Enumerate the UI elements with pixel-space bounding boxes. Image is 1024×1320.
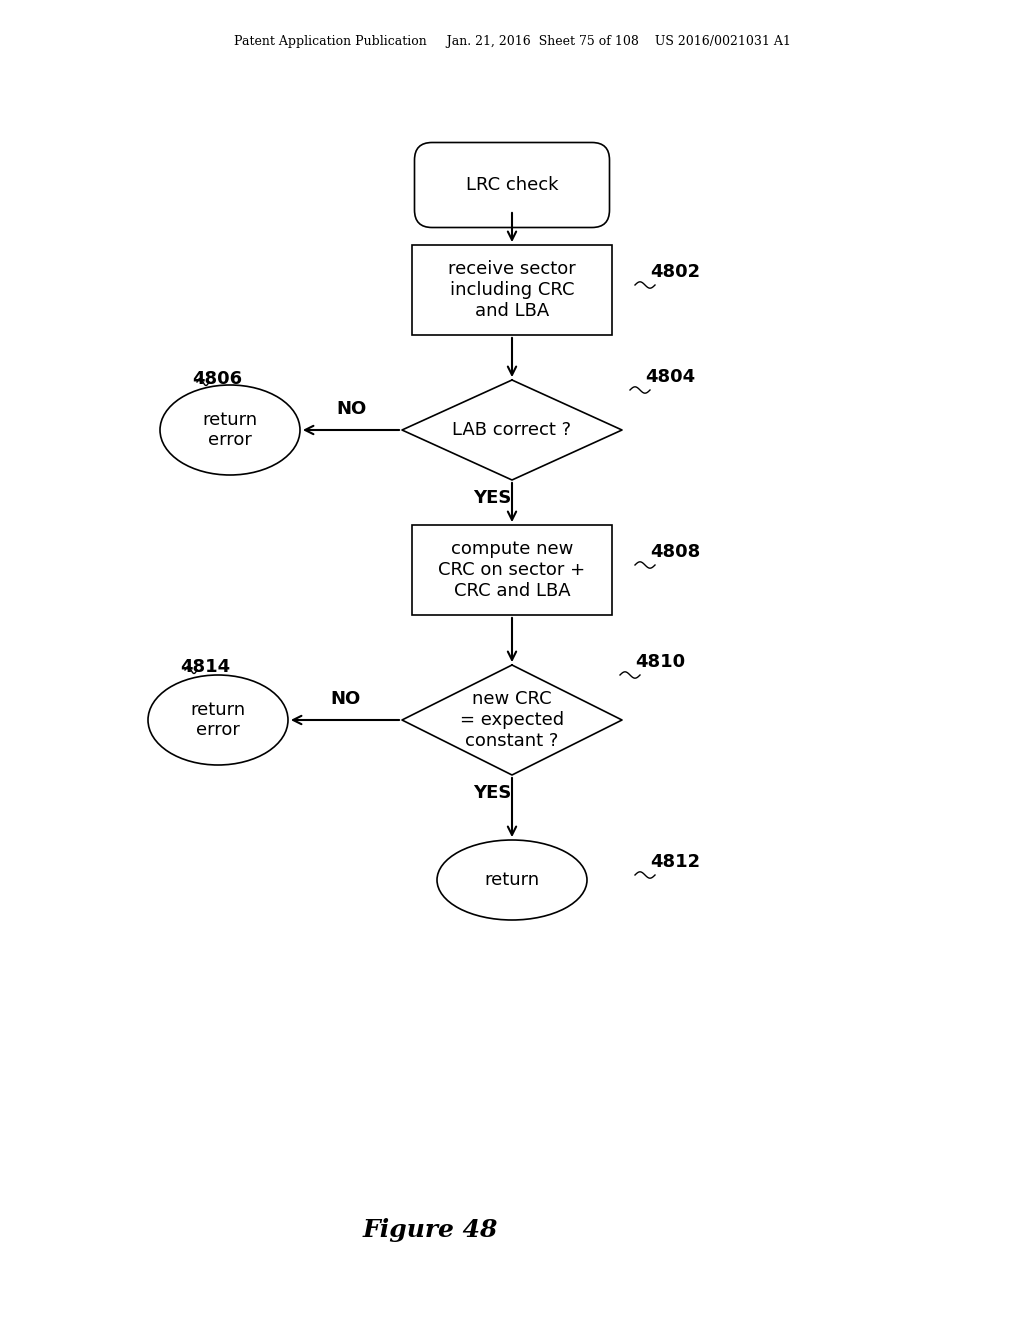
Text: 4806: 4806 — [193, 370, 242, 388]
Text: 4808: 4808 — [650, 543, 700, 561]
Text: LRC check: LRC check — [466, 176, 558, 194]
Text: Figure 48: Figure 48 — [362, 1218, 498, 1242]
Text: NO: NO — [336, 400, 367, 418]
Text: 4804: 4804 — [645, 368, 695, 385]
Text: NO: NO — [330, 690, 360, 708]
Text: 4812: 4812 — [650, 853, 700, 871]
Text: receive sector
including CRC
and LBA: receive sector including CRC and LBA — [449, 260, 575, 319]
Text: YES: YES — [473, 784, 511, 803]
FancyBboxPatch shape — [415, 143, 609, 227]
Text: return
error: return error — [203, 411, 258, 449]
Text: 4810: 4810 — [635, 653, 685, 671]
Ellipse shape — [148, 675, 288, 766]
Text: new CRC
= expected
constant ?: new CRC = expected constant ? — [460, 690, 564, 750]
Text: LAB correct ?: LAB correct ? — [453, 421, 571, 440]
Text: return: return — [484, 871, 540, 888]
Text: 4814: 4814 — [180, 657, 230, 676]
Text: YES: YES — [473, 488, 511, 507]
Text: Patent Application Publication     Jan. 21, 2016  Sheet 75 of 108    US 2016/002: Patent Application Publication Jan. 21, … — [233, 36, 791, 49]
Ellipse shape — [437, 840, 587, 920]
Text: 4802: 4802 — [650, 263, 700, 281]
Text: return
error: return error — [190, 701, 246, 739]
Bar — [412, 246, 612, 335]
Text: compute new
CRC on sector +
CRC and LBA: compute new CRC on sector + CRC and LBA — [438, 540, 586, 599]
Ellipse shape — [160, 385, 300, 475]
Bar — [412, 525, 612, 615]
